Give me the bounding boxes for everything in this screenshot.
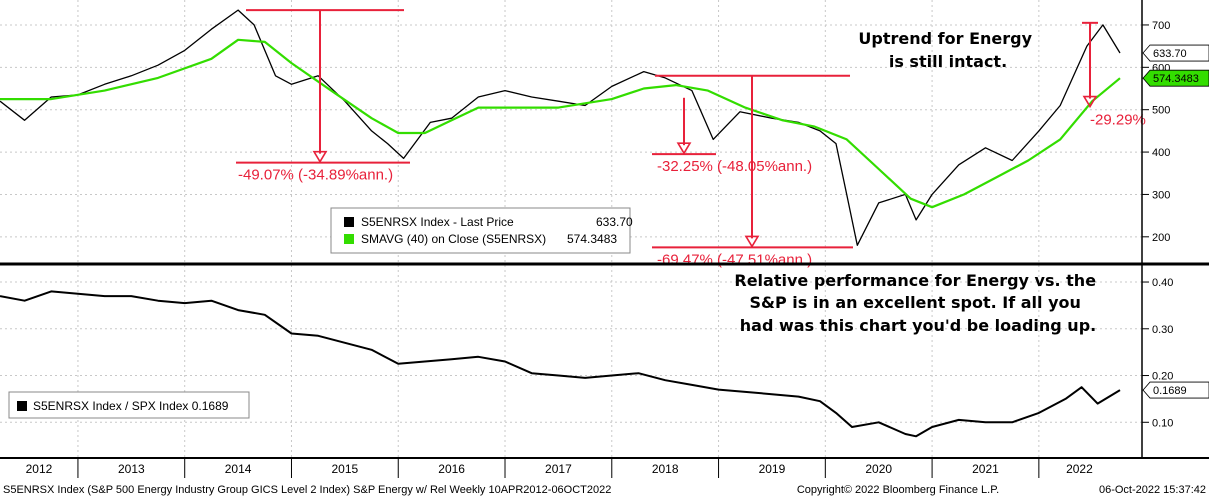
x-tick-label: 2012 — [26, 462, 53, 476]
footer-right: 06-Oct-2022 15:37:42 — [1099, 484, 1206, 496]
uptrend-line-1: Uptrend for Energy — [858, 29, 1032, 48]
x-tick-label: 2016 — [438, 462, 465, 476]
relative-line-3: had was this chart you'd be loading up. — [740, 316, 1096, 335]
uptrend-line-2: is still intact. — [889, 52, 1007, 71]
legend-swatch-price — [344, 217, 354, 227]
last-price-tag-box — [1142, 44, 1209, 62]
upper-y-tick-label: 500 — [1152, 105, 1170, 117]
legend-label-ratio: S5ENRSX Index / SPX Index 0.1689 — [33, 399, 229, 413]
ratio-line — [0, 290, 1121, 438]
footer-left: S5ENRSX Index (S&P 500 Energy Industry G… — [3, 484, 611, 496]
lower-legend: S5ENRSX Index / SPX Index 0.1689 — [8, 391, 250, 419]
lower-y-tick-label: 0.10 — [1152, 417, 1173, 429]
uptrend-commentary: Uptrend for Energy is still intact. — [858, 29, 1037, 71]
upper-series-group: 633.70 574.3483 0.1689 — [0, 9, 1209, 399]
lower-y-axis: 0.10 0.20 0.30 0.40 — [1142, 277, 1173, 429]
upper-y-tick-label: 700 — [1152, 20, 1170, 32]
sma-value-tag-box — [1142, 69, 1209, 87]
drawdown-2014-head — [312, 150, 328, 164]
legend-label-price: S5ENRSX Index - Last Price — [361, 215, 514, 229]
upper-legend: S5ENRSX Index - Last Price 633.70 SMAVG … — [330, 207, 633, 254]
x-tick-label: 2019 — [759, 462, 786, 476]
legend-value-sma: 574.3483 — [567, 232, 617, 246]
lower-y-tick-label: 0.30 — [1152, 324, 1173, 336]
lower-y-tick-label: 0.20 — [1152, 371, 1173, 383]
upper-y-tick-label: 400 — [1152, 147, 1170, 159]
upper-legend-box — [330, 207, 631, 254]
drawdown-2018-long-head — [744, 235, 760, 248]
drawdown-2022-label: -29.29% — [1090, 112, 1146, 129]
x-tick-label: 2018 — [652, 462, 679, 476]
upper-y-tick-label: 200 — [1152, 232, 1170, 244]
legend-label-sma: SMAVG (40) on Close (S5ENRSX) — [361, 232, 546, 246]
legend-value-price: 633.70 — [596, 215, 633, 229]
relative-line-2: S&P is in an excellent spot. If all you — [750, 293, 1081, 312]
x-tick-label: 2021 — [972, 462, 999, 476]
ratio-value-tag-text: 0.1689 — [1153, 385, 1187, 397]
x-tick-label: 2015 — [332, 462, 359, 476]
ratio-value-tag-box — [1142, 381, 1209, 399]
drawdown-2018-short-label: -32.25% (-48.05%ann.) — [657, 158, 812, 175]
lower-y-tick-label: 0.40 — [1152, 277, 1173, 289]
grid-lines — [0, 0, 1142, 458]
x-tick-label: 2022 — [1066, 462, 1093, 476]
drawdown-2014-label: -49.07% (-34.89%ann.) — [238, 167, 393, 184]
drawdown-2018-short-head — [676, 142, 692, 155]
lower-legend-box — [8, 391, 250, 419]
drawdown-2022-head — [1082, 95, 1098, 109]
sma-line — [0, 38, 1121, 209]
last-price-tag-text: 633.70 — [1153, 48, 1187, 60]
price-line — [0, 9, 1121, 246]
x-tick-label: 2017 — [545, 462, 572, 476]
footer-center: Copyright© 2022 Bloomberg Finance L.P. — [797, 484, 999, 496]
legend-swatch-sma — [344, 234, 354, 244]
sma-value-tag-text: 574.3483 — [1153, 73, 1199, 85]
upper-y-tick-label: 300 — [1152, 189, 1170, 201]
relative-line-1: Relative performance for Energy vs. the — [734, 271, 1096, 290]
x-axis: 2012 2013 2014 2015 2016 2017 2018 2019 2020 2021… — [26, 458, 1093, 478]
legend-swatch-ratio — [17, 401, 27, 411]
drawdown-2018-long-label: -69.47% (-47.51%ann.) — [657, 251, 812, 268]
x-tick-label: 2013 — [118, 462, 145, 476]
lower-series-group — [0, 290, 1121, 438]
x-tick-label: 2014 — [225, 462, 252, 476]
relative-commentary: Relative performance for Energy vs. the … — [734, 271, 1101, 335]
x-tick-label: 2020 — [865, 462, 892, 476]
